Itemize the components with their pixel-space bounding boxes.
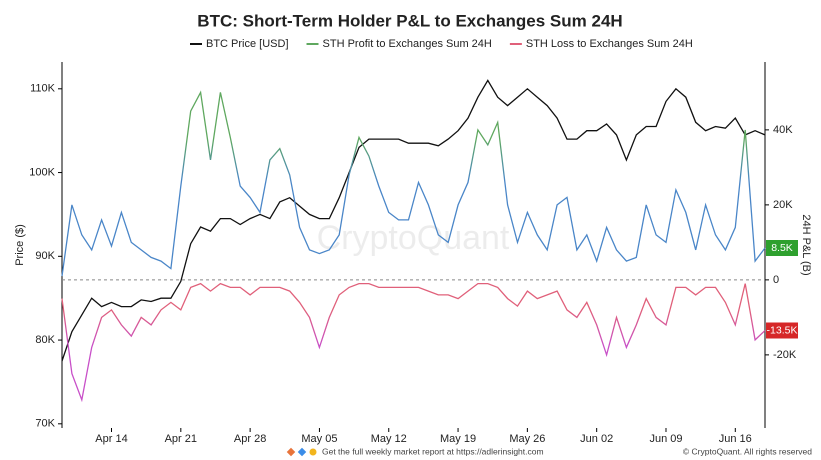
x-tick-label: May 05	[301, 433, 337, 445]
value-badge	[766, 322, 798, 339]
legend-label: STH Profit to Exchanges Sum 24H	[323, 38, 492, 50]
y-tick-label: 80K	[35, 334, 55, 346]
series-line	[61, 79, 766, 362]
x-tick-label: Jun 16	[719, 433, 752, 445]
x-tick-label: May 12	[371, 433, 407, 445]
legend-label: STH Loss to Exchanges Sum 24H	[526, 38, 693, 50]
y2-tick-label: 20K	[773, 199, 793, 211]
x-tick-label: Jun 02	[580, 433, 613, 445]
x-tick-label: Apr 28	[234, 433, 266, 445]
series-line	[61, 90, 766, 277]
x-tick-label: May 19	[440, 433, 476, 445]
y-tick-label: 110K	[30, 83, 56, 95]
y2-tick-label: 0	[773, 274, 779, 286]
y2-tick-label: -20K	[773, 349, 797, 361]
chart-title: BTC: Short-Term Holder P&L to Exchanges …	[197, 11, 622, 30]
y2-tick-label: 40K	[773, 124, 793, 136]
legend-label: BTC Price [USD]	[206, 38, 289, 50]
value-label: 8.5K	[771, 242, 793, 254]
copyright: © CryptoQuant. All rights reserved	[683, 446, 812, 456]
y-axis-label: Price ($)	[14, 224, 26, 266]
footer-icon	[297, 447, 307, 457]
x-tick-label: Jun 09	[649, 433, 682, 445]
value-label: -13.5K	[767, 324, 798, 336]
y2-axis-label: 24H P&L (B)	[800, 214, 812, 275]
x-tick-label: Apr 21	[165, 433, 197, 445]
footer: Get the full weekly market report at htt…	[322, 446, 544, 456]
x-tick-label: May 26	[509, 433, 545, 445]
y-tick-label: 90K	[35, 250, 55, 262]
watermark: CryptoQuant	[317, 219, 510, 257]
value-badge	[766, 240, 798, 256]
series-line	[61, 282, 766, 403]
x-tick-label: Apr 14	[95, 433, 127, 445]
y-tick-label: 70K	[35, 418, 55, 430]
footer-icon	[309, 448, 317, 456]
footer-icon	[286, 447, 296, 457]
y-tick-label: 100K	[29, 166, 55, 178]
